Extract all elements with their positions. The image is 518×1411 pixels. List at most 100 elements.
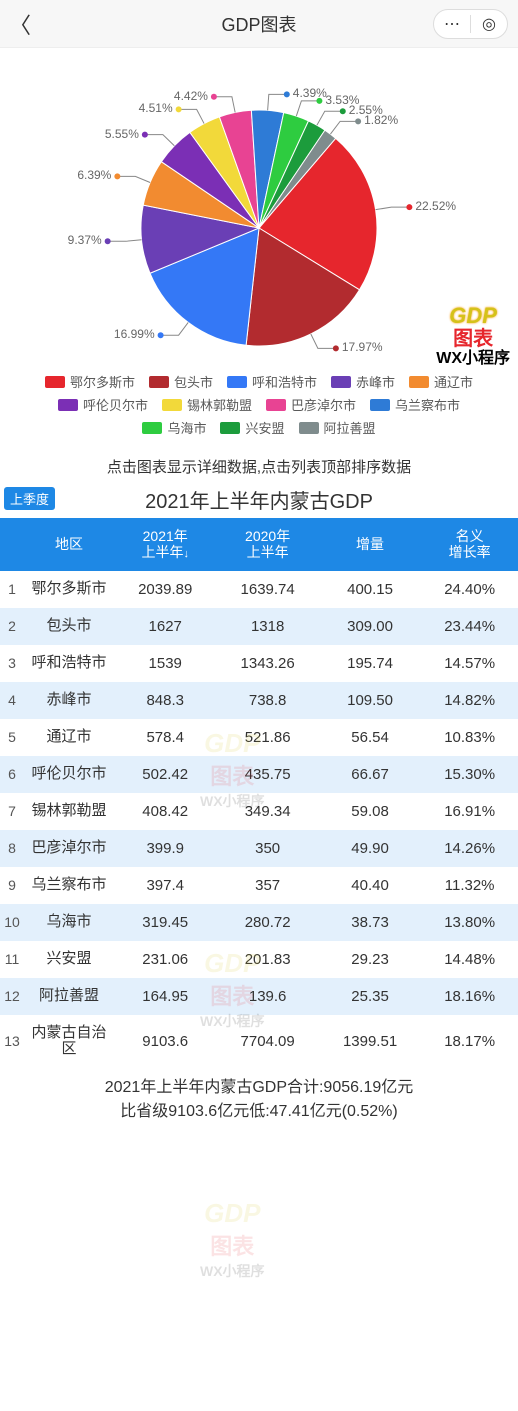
cell: 乌海市	[24, 904, 114, 941]
legend-item[interactable]: 乌海市	[142, 418, 206, 437]
table-row[interactable]: 13内蒙古自治区9103.67704.091399.5118.17%	[0, 1015, 518, 1068]
table-row[interactable]: 1鄂尔多斯市2039.891639.74400.1524.40%	[0, 571, 518, 608]
pie-label: 16.99%	[114, 327, 155, 341]
gdp-table: 地区2021年上半年↓2020年上半年增量名义增长率 1鄂尔多斯市2039.89…	[0, 518, 518, 1068]
legend-swatch	[149, 376, 169, 388]
pie-label: 9.37%	[68, 233, 102, 247]
legend-item[interactable]: 锡林郭勒盟	[162, 395, 252, 414]
prev-quarter-tag[interactable]: 上季度	[4, 487, 55, 510]
pie-chart[interactable]: GDP 图表 WX小程序 22.52%17.97%16.99%9.37%6.39…	[0, 58, 518, 368]
table-row[interactable]: 9乌兰察布市397.435740.4011.32%	[0, 867, 518, 904]
legend-item[interactable]: 巴彦淖尔市	[266, 395, 356, 414]
legend-swatch	[227, 376, 247, 388]
cell: 10.83%	[421, 719, 518, 756]
cell: 738.8	[216, 682, 318, 719]
cell: 201.83	[216, 941, 318, 978]
cell: 14.82%	[421, 682, 518, 719]
table-row[interactable]: 12阿拉善盟164.95139.625.3518.16%	[0, 978, 518, 1015]
table-title-row: 上季度 2021年上半年内蒙古GDP	[0, 481, 518, 518]
cell: 13.80%	[421, 904, 518, 941]
cell: 11	[0, 941, 24, 978]
pie-label: 6.39%	[77, 168, 111, 182]
legend-label: 乌海市	[167, 418, 206, 437]
legend-item[interactable]: 包头市	[149, 372, 213, 391]
table-row[interactable]: 2包头市16271318309.0023.44%	[0, 608, 518, 645]
cell: 408.42	[114, 793, 216, 830]
cell: 109.50	[319, 682, 421, 719]
cell: 1	[0, 571, 24, 608]
legend-item[interactable]: 赤峰市	[331, 372, 395, 391]
legend-item[interactable]: 阿拉善盟	[299, 418, 376, 437]
cell: 848.3	[114, 682, 216, 719]
legend-label: 包头市	[174, 372, 213, 391]
cell: 400.15	[319, 571, 421, 608]
cell: 6	[0, 756, 24, 793]
cell: 11.32%	[421, 867, 518, 904]
table-header-row[interactable]: 地区2021年上半年↓2020年上半年增量名义增长率	[0, 518, 518, 571]
cell: 309.00	[319, 608, 421, 645]
table-watermark: GDP图表WX小程序	[200, 1198, 265, 1281]
legend-swatch	[162, 399, 182, 411]
col-header[interactable]: 2021年上半年↓	[114, 518, 216, 571]
legend-item[interactable]: 鄂尔多斯市	[45, 372, 135, 391]
brand-watermark: GDP 图表 WX小程序	[436, 304, 510, 368]
cell: 399.9	[114, 830, 216, 867]
col-header[interactable]: 2020年上半年	[216, 518, 318, 571]
legend-item[interactable]: 呼和浩特市	[227, 372, 317, 391]
cell: 9103.6	[114, 1015, 216, 1068]
cell: 呼和浩特市	[24, 645, 114, 682]
col-header[interactable]: 增量	[319, 518, 421, 571]
table-row[interactable]: 8巴彦淖尔市399.935049.9014.26%	[0, 830, 518, 867]
legend-swatch	[58, 399, 78, 411]
legend-label: 兴安盟	[245, 418, 284, 437]
cell: 164.95	[114, 978, 216, 1015]
legend-label: 呼伦贝尔市	[83, 395, 148, 414]
cell: 巴彦淖尔市	[24, 830, 114, 867]
cell: 1627	[114, 608, 216, 645]
table-row[interactable]: 10乌海市319.45280.7238.7313.80%	[0, 904, 518, 941]
cell: 兴安盟	[24, 941, 114, 978]
legend-swatch	[299, 422, 319, 434]
footer-sum: 2021年上半年内蒙古GDP合计:9056.19亿元	[0, 1076, 518, 1100]
cell: 1539	[114, 645, 216, 682]
cell: 1343.26	[216, 645, 318, 682]
legend-item[interactable]: 通辽市	[409, 372, 473, 391]
back-chevron-icon[interactable]: 〈	[0, 8, 40, 40]
legend-label: 锡林郭勒盟	[187, 395, 252, 414]
cell: 赤峰市	[24, 682, 114, 719]
legend-item[interactable]: 兴安盟	[220, 418, 284, 437]
pie-label: 5.55%	[105, 127, 139, 141]
table-row[interactable]: 5通辽市578.4521.8656.5410.83%	[0, 719, 518, 756]
target-icon[interactable]: ◎	[471, 14, 507, 34]
cell: 呼伦贝尔市	[24, 756, 114, 793]
legend-swatch	[220, 422, 240, 434]
table-row[interactable]: 11兴安盟231.06201.8329.2314.48%	[0, 941, 518, 978]
legend-label: 阿拉善盟	[324, 418, 376, 437]
cell: 40.40	[319, 867, 421, 904]
more-icon[interactable]: ⋯	[434, 14, 470, 34]
legend-item[interactable]: 乌兰察布市	[370, 395, 460, 414]
table-row[interactable]: 7锡林郭勒盟408.42349.3459.0816.91%	[0, 793, 518, 830]
cell: 280.72	[216, 904, 318, 941]
cell: 349.34	[216, 793, 318, 830]
cell: 49.90	[319, 830, 421, 867]
cell: 2039.89	[114, 571, 216, 608]
cell: 15.30%	[421, 756, 518, 793]
cell: 通辽市	[24, 719, 114, 756]
table-row[interactable]: 3呼和浩特市15391343.26195.7414.57%	[0, 645, 518, 682]
cell: 139.6	[216, 978, 318, 1015]
cell: 7704.09	[216, 1015, 318, 1068]
table-row[interactable]: 6呼伦贝尔市502.42435.7566.6715.30%	[0, 756, 518, 793]
legend-item[interactable]: 呼伦贝尔市	[58, 395, 148, 414]
legend-label: 乌兰察布市	[395, 395, 460, 414]
cell: 38.73	[319, 904, 421, 941]
cell: 2	[0, 608, 24, 645]
table-body: 1鄂尔多斯市2039.891639.74400.1524.40%2包头市1627…	[0, 571, 518, 1068]
legend-label: 鄂尔多斯市	[70, 372, 135, 391]
table-row[interactable]: 4赤峰市848.3738.8109.5014.82%	[0, 682, 518, 719]
cell: 59.08	[319, 793, 421, 830]
col-header[interactable]: 名义增长率	[421, 518, 518, 571]
cell: 350	[216, 830, 318, 867]
cell: 8	[0, 830, 24, 867]
col-header[interactable]: 地区	[24, 518, 114, 571]
